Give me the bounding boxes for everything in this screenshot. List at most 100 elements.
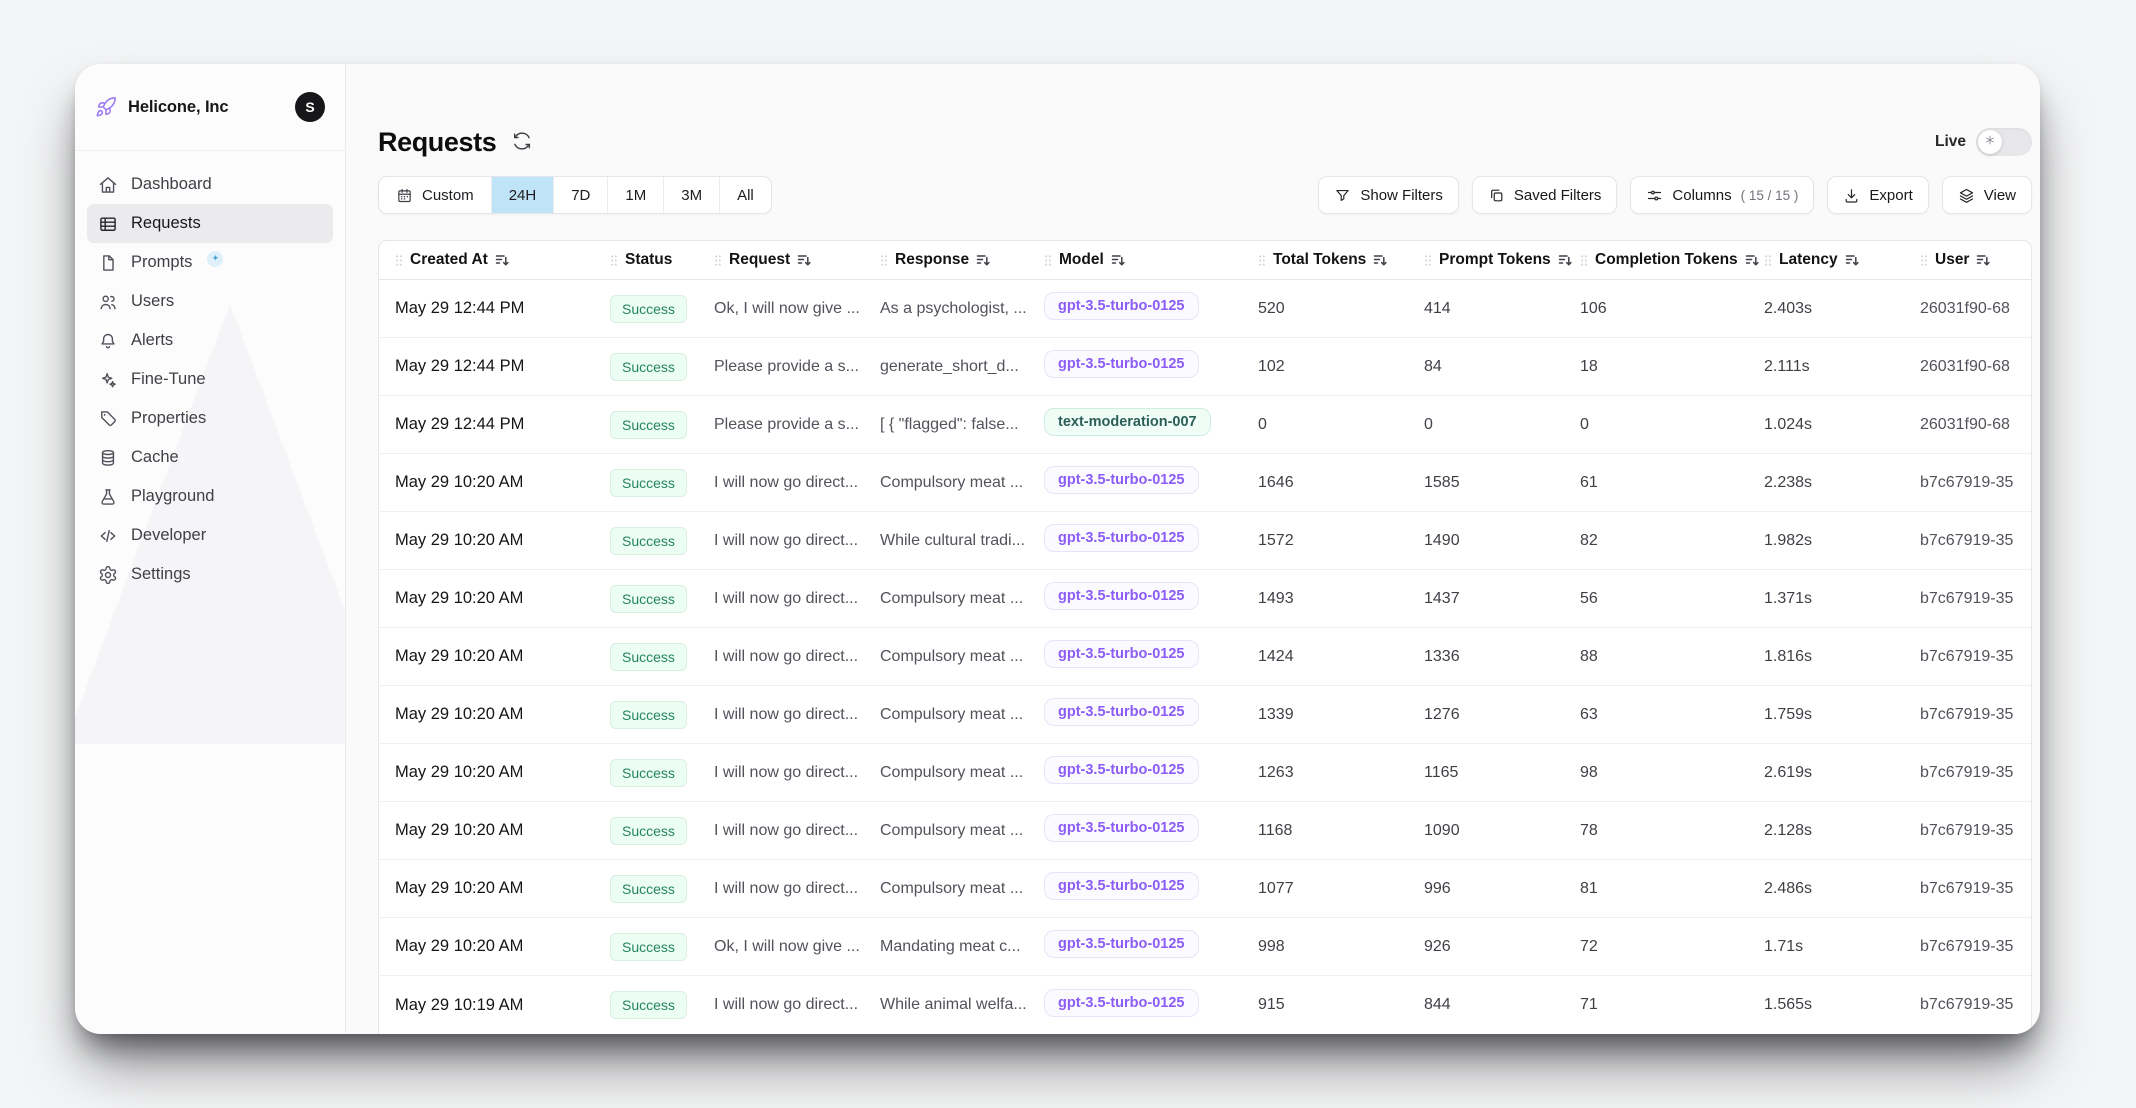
refresh-button[interactable]	[510, 129, 534, 156]
sidebar-nav: Dashboard Requests Prompts ✦ Users Alerts Fine…	[75, 151, 345, 608]
cell-prompt-tokens: 1090	[1424, 821, 1460, 839]
column-header-request[interactable]: Request	[714, 241, 880, 279]
page-title: Requests	[378, 126, 497, 157]
cell-completion-tokens: 72	[1580, 937, 1598, 955]
export-button[interactable]: Export	[1827, 176, 1929, 214]
cell-prompt-tokens: 1276	[1424, 705, 1460, 723]
cell-created-at: May 29 10:20 AM	[395, 879, 524, 897]
sidebar-item-fine-tune[interactable]: Fine-Tune	[87, 360, 333, 399]
column-header-prompt-tokens[interactable]: Prompt Tokens	[1424, 241, 1580, 279]
column-label: Status	[625, 251, 673, 268]
sort-icon[interactable]	[1976, 253, 1991, 267]
model-badge: gpt-3.5-turbo-0125	[1044, 988, 1199, 1017]
column-label: Latency	[1779, 251, 1838, 268]
drag-handle-icon[interactable]	[714, 254, 722, 267]
drag-handle-icon[interactable]	[610, 254, 618, 267]
cell-model: gpt-3.5-turbo-0125	[1044, 756, 1258, 789]
drag-handle-icon[interactable]	[1920, 254, 1928, 267]
table-row[interactable]: May 29 10:20 AM Success I will now go dire…	[379, 628, 2031, 686]
time-range-custom[interactable]: Custom	[379, 177, 492, 213]
org-switcher[interactable]: Helicone, Inc S	[75, 64, 345, 151]
org-name: Helicone, Inc	[128, 97, 229, 116]
drag-handle-icon[interactable]	[1044, 254, 1052, 267]
column-header-created-at[interactable]: Created At	[395, 241, 610, 279]
cell-prompt-tokens: 844	[1424, 996, 1451, 1013]
cell-created-at: May 29 10:20 AM	[395, 821, 524, 839]
sort-icon[interactable]	[1373, 253, 1387, 267]
drag-handle-icon[interactable]	[1764, 254, 1772, 267]
button-label: Columns	[1672, 186, 1732, 204]
drag-handle-icon[interactable]	[395, 254, 403, 267]
column-header-status[interactable]: Status	[610, 241, 714, 279]
table-row[interactable]: May 29 10:19 AM Success I will now go dire…	[379, 976, 2031, 1034]
column-header-completion-tokens[interactable]: Completion Tokens	[1580, 241, 1764, 279]
sidebar-item-alerts[interactable]: Alerts	[87, 321, 333, 360]
table-row[interactable]: May 29 10:20 AM Success I will now go dire…	[379, 454, 2031, 512]
sort-icon[interactable]	[976, 253, 990, 267]
cell-completion-tokens: 81	[1580, 879, 1598, 897]
sidebar-item-properties[interactable]: Properties	[87, 399, 333, 438]
cell-total-tokens: 1263	[1258, 763, 1294, 781]
column-header-model[interactable]: Model	[1044, 241, 1258, 279]
column-header-latency[interactable]: Latency	[1764, 241, 1920, 279]
time-range-1m[interactable]: 1M	[608, 177, 665, 213]
drag-handle-icon[interactable]	[880, 254, 888, 267]
show-filters-button[interactable]: Show Filters	[1318, 176, 1459, 214]
sort-icon[interactable]	[1111, 253, 1125, 267]
cell-response: generate_short_d...	[880, 357, 1019, 375]
tag-icon	[98, 409, 118, 429]
requests-table: Created At Status Request Response Model Tota…	[378, 240, 2032, 1034]
button-label: Show Filters	[1360, 186, 1443, 204]
sidebar-item-label: Dashboard	[131, 175, 212, 193]
table-row[interactable]: May 29 12:44 PM Success Please provide a s…	[379, 396, 2031, 454]
drag-handle-icon[interactable]	[1580, 254, 1588, 267]
cell-completion-tokens: 98	[1580, 763, 1598, 781]
sidebar-item-dashboard[interactable]: Dashboard	[87, 165, 333, 204]
cell-created-at: May 29 12:44 PM	[395, 415, 525, 433]
time-range-3m[interactable]: 3M	[664, 177, 721, 213]
column-header-response[interactable]: Response	[880, 241, 1044, 279]
sort-icon[interactable]	[495, 253, 509, 267]
sidebar-item-prompts[interactable]: Prompts ✦	[87, 243, 333, 282]
table-row[interactable]: May 29 10:20 AM Success I will now go dire…	[379, 512, 2031, 570]
cell-created-at: May 29 10:20 AM	[395, 589, 524, 607]
table-row[interactable]: May 29 10:20 AM Success I will now go dire…	[379, 686, 2031, 744]
cell-response: Compulsory meat ...	[880, 589, 1024, 607]
columns-button[interactable]: Columns ( 15 / 15 )	[1630, 176, 1815, 214]
column-header-total-tokens[interactable]: Total Tokens	[1258, 241, 1424, 279]
time-range-label: All	[737, 186, 754, 204]
sort-icon[interactable]	[1745, 253, 1759, 267]
live-toggle[interactable]	[1976, 128, 2032, 156]
time-range-24h[interactable]: 24H	[491, 177, 555, 213]
button-label: Saved Filters	[1513, 186, 1602, 204]
table-row[interactable]: May 29 10:20 AM Success I will now go dire…	[379, 802, 2031, 860]
sidebar-item-label: Settings	[131, 565, 191, 583]
table-row[interactable]: May 29 10:20 AM Success I will now go dire…	[379, 860, 2031, 918]
view-button[interactable]: View	[1941, 176, 2032, 214]
sidebar-item-settings[interactable]: Settings	[87, 555, 333, 594]
sort-icon[interactable]	[1558, 253, 1572, 267]
sidebar-item-playground[interactable]: Playground	[87, 477, 333, 516]
sidebar-item-users[interactable]: Users	[87, 282, 333, 321]
table-row[interactable]: May 29 10:20 AM Success I will now go dire…	[379, 570, 2031, 628]
sort-icon[interactable]	[1845, 253, 1859, 267]
table-row[interactable]: May 29 12:44 PM Success Ok, I will now giv…	[379, 280, 2031, 338]
column-header-user[interactable]: User	[1920, 241, 2031, 279]
time-range-7d[interactable]: 7D	[554, 177, 609, 213]
table-row[interactable]: May 29 10:20 AM Success Ok, I will now giv…	[379, 918, 2031, 976]
sidebar-item-developer[interactable]: Developer	[87, 516, 333, 555]
refresh-icon	[512, 131, 532, 154]
cell-user: b7c67919-35	[1920, 473, 2014, 491]
cell-response: [ { "flagged": false...	[880, 415, 1019, 433]
drag-handle-icon[interactable]	[1258, 254, 1266, 267]
sidebar-item-requests[interactable]: Requests	[87, 204, 333, 243]
drag-handle-icon[interactable]	[1424, 254, 1432, 267]
avatar[interactable]: S	[295, 92, 325, 122]
sort-icon[interactable]	[797, 253, 811, 267]
button-label: Export	[1869, 186, 1913, 204]
time-range-all[interactable]: All	[720, 177, 771, 213]
table-row[interactable]: May 29 12:44 PM Success Please provide a s…	[379, 338, 2031, 396]
sidebar-item-cache[interactable]: Cache	[87, 438, 333, 477]
saved-filters-button[interactable]: Saved Filters	[1471, 176, 1618, 214]
table-row[interactable]: May 29 10:20 AM Success I will now go dire…	[379, 744, 2031, 802]
